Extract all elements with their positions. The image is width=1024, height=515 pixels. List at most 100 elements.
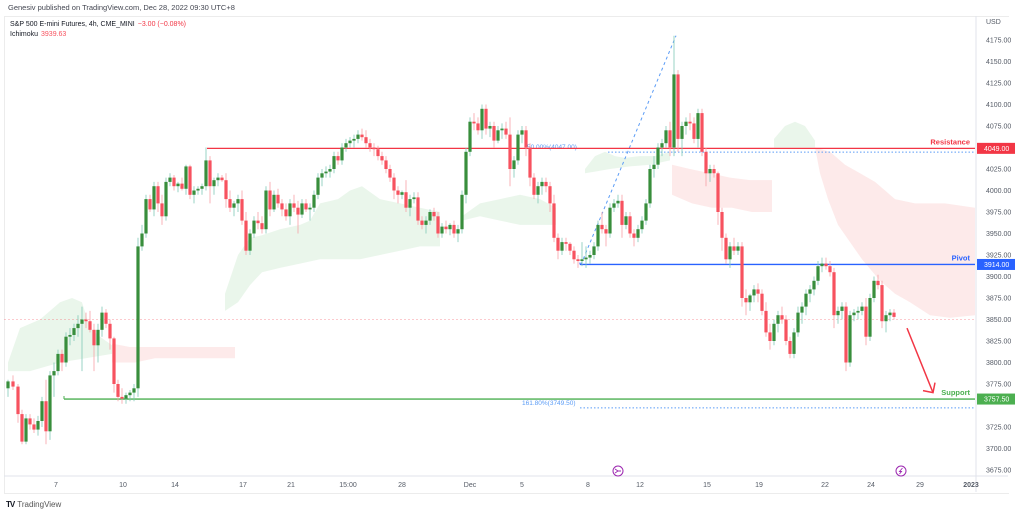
candle (528, 147, 532, 178)
cloud-bearish (112, 343, 235, 363)
lightning-icon[interactable] (895, 465, 907, 477)
candle (52, 371, 56, 376)
candle (468, 121, 472, 152)
candle (472, 121, 476, 124)
publisher-line: Genesiv published on TradingView.com, De… (8, 3, 235, 12)
candle (688, 121, 692, 124)
candle (608, 207, 612, 234)
split-icon[interactable] (612, 465, 624, 477)
candle (196, 188, 200, 191)
symbol-legend[interactable]: S&P 500 E-mini Futures, 4h, CME_MINI −3.0… (10, 20, 186, 30)
candle (316, 177, 320, 195)
candle (104, 312, 108, 324)
candle (772, 323, 776, 341)
time-tick: Dec (464, 482, 477, 489)
candle (584, 257, 588, 260)
cloud-bullish (225, 186, 440, 311)
candle (536, 186, 540, 195)
candle (16, 386, 20, 415)
candle (600, 224, 604, 230)
price-tick: 4075.00 (986, 124, 1011, 131)
candle (744, 298, 748, 303)
candle (820, 263, 824, 267)
price-tick: 4025.00 (986, 167, 1011, 174)
candle (692, 123, 696, 139)
candle (180, 183, 184, 189)
candle (508, 134, 512, 169)
candle (92, 329, 96, 346)
candle (188, 166, 192, 195)
candle (844, 306, 848, 363)
candle (372, 147, 376, 150)
candle (220, 177, 224, 181)
candle (556, 237, 560, 251)
candle (96, 329, 100, 346)
arrow-head-icon (922, 382, 936, 394)
candle (828, 266, 832, 273)
candle (240, 199, 244, 221)
time-tick: 8 (586, 482, 590, 489)
price-tick: 3900.00 (986, 274, 1011, 281)
candle (76, 323, 80, 329)
candle (728, 246, 732, 260)
candle (660, 143, 664, 148)
candle (100, 312, 104, 330)
candle (416, 197, 420, 221)
candle (892, 312, 896, 317)
time-tick: 12 (636, 482, 644, 489)
candle (736, 246, 740, 251)
candle (836, 310, 840, 316)
fib-trend-line[interactable] (580, 35, 677, 265)
indicator-legend[interactable]: Ichimoku 3939.63 (10, 30, 186, 40)
candle (428, 212, 432, 221)
candle (680, 126, 684, 139)
time-tick: 21 (287, 482, 295, 489)
candle (780, 315, 784, 320)
candle (256, 220, 260, 224)
candle (176, 183, 180, 187)
projection-arrow[interactable] (906, 327, 934, 393)
candle (684, 121, 688, 126)
candle (724, 237, 728, 260)
price-tick: 3800.00 (986, 360, 1011, 367)
candle (112, 338, 116, 384)
candle (716, 173, 720, 212)
candle (392, 177, 396, 191)
price-tick: 4150.00 (986, 59, 1011, 66)
price-tick: 3950.00 (986, 231, 1011, 238)
time-tick: 19 (755, 482, 763, 489)
candle (776, 315, 780, 324)
candle (652, 164, 656, 169)
candle (172, 177, 176, 187)
price-tick: 3825.00 (986, 339, 1011, 346)
candle (11, 381, 15, 387)
candle (696, 113, 700, 139)
price-tick: 3925.00 (986, 253, 1011, 260)
candle (580, 259, 584, 262)
candle (260, 223, 264, 230)
tradingview-brand: TradingView (17, 500, 62, 509)
price-tick: 4125.00 (986, 81, 1011, 88)
candle (456, 229, 460, 234)
price-tick: 4100.00 (986, 102, 1011, 109)
indicator-name: Ichimoku (10, 31, 39, 38)
candle (560, 242, 564, 251)
candle (500, 128, 504, 131)
candle (804, 293, 808, 307)
candle (268, 190, 272, 210)
candle (288, 203, 292, 217)
candle (368, 143, 372, 148)
time-axis[interactable]: 7 10 14 17 21 15:00 28 Dec 5 8 12 15 19 22 24 29 2023 (54, 482, 979, 489)
candle (848, 315, 852, 363)
candle (488, 126, 492, 129)
tradingview-logo[interactable]: TV TradingView (6, 500, 61, 509)
candle (108, 323, 112, 339)
candle (856, 310, 860, 313)
candle (480, 108, 484, 131)
price-axis[interactable]: 4175.00 4150.00 4125.00 4100.00 4075.00 4025.… (986, 38, 1011, 475)
candle (616, 200, 620, 204)
price-tick: 3775.00 (986, 382, 1011, 389)
price-tag-text: 3914.00 (984, 262, 1009, 269)
candle (512, 160, 516, 169)
